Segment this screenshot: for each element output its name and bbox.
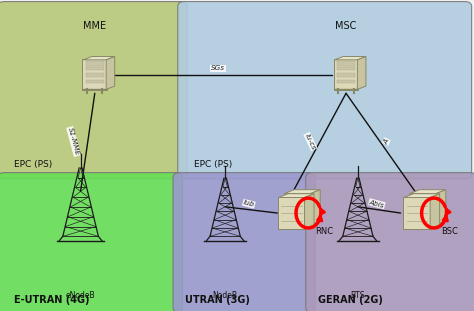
Text: UTRAN (3G): UTRAN (3G) <box>185 295 250 305</box>
FancyBboxPatch shape <box>0 173 182 311</box>
Polygon shape <box>284 190 320 193</box>
Text: MSC: MSC <box>335 21 357 31</box>
FancyBboxPatch shape <box>178 2 472 179</box>
Text: Iub: Iub <box>243 199 255 208</box>
Polygon shape <box>106 57 115 90</box>
Polygon shape <box>404 194 439 197</box>
FancyBboxPatch shape <box>82 59 107 90</box>
Polygon shape <box>279 194 314 197</box>
Text: E-UTRAN (4G): E-UTRAN (4G) <box>14 295 90 305</box>
Text: S1-MME: S1-MME <box>67 127 80 156</box>
Polygon shape <box>410 190 446 193</box>
FancyBboxPatch shape <box>173 173 315 311</box>
Text: Abis: Abis <box>369 199 385 209</box>
Text: RNC: RNC <box>315 227 333 236</box>
FancyBboxPatch shape <box>306 173 474 311</box>
Polygon shape <box>311 190 320 225</box>
FancyBboxPatch shape <box>337 67 355 70</box>
Text: Iu-cs: Iu-cs <box>304 132 317 151</box>
Polygon shape <box>304 194 314 229</box>
FancyBboxPatch shape <box>86 67 104 70</box>
FancyBboxPatch shape <box>403 197 431 229</box>
Text: BTS: BTS <box>351 291 365 300</box>
Text: SGs: SGs <box>211 65 225 72</box>
FancyBboxPatch shape <box>86 61 104 66</box>
FancyBboxPatch shape <box>277 197 306 229</box>
FancyBboxPatch shape <box>410 193 437 225</box>
Polygon shape <box>430 194 439 229</box>
FancyBboxPatch shape <box>334 59 358 90</box>
Polygon shape <box>357 57 366 90</box>
Text: A: A <box>383 138 390 145</box>
Text: BSC: BSC <box>441 227 458 236</box>
FancyBboxPatch shape <box>0 2 187 179</box>
FancyBboxPatch shape <box>337 61 355 66</box>
FancyBboxPatch shape <box>86 73 104 77</box>
Polygon shape <box>436 190 446 225</box>
Text: NodeB: NodeB <box>213 291 237 300</box>
FancyBboxPatch shape <box>337 73 355 77</box>
Text: EPC (PS): EPC (PS) <box>14 160 53 169</box>
FancyBboxPatch shape <box>283 193 311 225</box>
Text: EPC (PS): EPC (PS) <box>194 160 233 169</box>
Polygon shape <box>335 57 366 60</box>
FancyBboxPatch shape <box>337 80 355 83</box>
Text: GERAN (2G): GERAN (2G) <box>318 295 383 305</box>
Text: MME: MME <box>83 21 106 31</box>
Text: eNodeB: eNodeB <box>66 291 95 300</box>
Polygon shape <box>83 57 115 60</box>
FancyBboxPatch shape <box>86 80 104 83</box>
